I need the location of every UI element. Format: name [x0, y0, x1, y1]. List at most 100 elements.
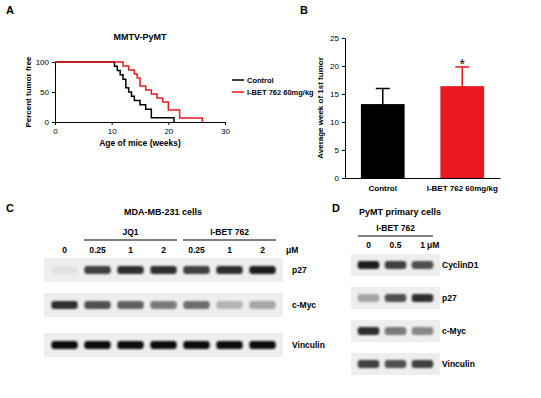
x-tick-label: I-BET 762 60mg/kg: [427, 184, 498, 193]
blot-strip: [351, 320, 440, 342]
band: [117, 341, 143, 349]
blot-strip: [44, 333, 283, 357]
y-tick-label: 10: [330, 118, 339, 127]
x-tick: I-BET 762 60mg/kg: [427, 178, 498, 193]
blot-title: PyMT primary cells: [359, 207, 441, 217]
x-tick-label: 10: [108, 127, 117, 136]
band: [249, 301, 275, 309]
band-label: Vinculin: [292, 340, 325, 350]
error-cap: [376, 88, 390, 90]
y-tick-label: 5: [335, 146, 340, 155]
band: [51, 266, 77, 274]
y-tick-label: 15: [330, 90, 339, 99]
y-tick: 20: [330, 62, 345, 71]
y-tick-mark: [342, 122, 345, 123]
band-label: c-Myc: [292, 300, 316, 310]
panel-b: 0510152025ControlI-BET 762 60mg/kgAverag…: [316, 34, 501, 193]
x-tick: 30: [221, 122, 230, 136]
x-tick: 20: [164, 122, 173, 136]
x-tick-label: Control: [369, 184, 397, 193]
band: [412, 261, 434, 269]
y-tick-mark: [342, 94, 345, 95]
x-tick-mark: [168, 122, 169, 125]
x-tick: 0: [53, 122, 58, 136]
x-axis: Control I-BET 762 60mg/kg: [346, 178, 501, 193]
error-stem: [382, 88, 384, 119]
x-tick-label: 20: [164, 127, 173, 136]
band: [150, 341, 176, 349]
band: [412, 360, 434, 368]
y-axis-title: Percent tumor free: [24, 56, 33, 128]
lane-label: 0: [62, 245, 67, 255]
group-label: I-BET 762: [210, 227, 249, 237]
series-line: [55, 62, 174, 122]
error-bar: [376, 88, 390, 119]
group-line: [183, 240, 276, 241]
blot-panel: PyMT primary cellsI-BET 76200.51μMCyclin…: [351, 207, 479, 375]
lane-label: 0.25: [89, 245, 106, 255]
group-label: I-BET 762: [376, 223, 415, 233]
blot-strip: [351, 254, 440, 276]
plot-area: [361, 67, 484, 178]
lane-label: 1: [227, 245, 232, 255]
x-tick: Control: [369, 178, 397, 193]
x-tick: 10: [108, 122, 117, 136]
y-tick-mark: [52, 92, 55, 93]
band: [216, 301, 242, 309]
blot-strip: [351, 353, 440, 375]
x-tick-mark: [112, 122, 113, 125]
band: [51, 301, 77, 309]
y-tick-label: 100: [36, 58, 50, 67]
x-tick-mark: [225, 122, 226, 125]
blot-title: MDA-MB-231 cells: [124, 207, 202, 217]
band: [117, 301, 143, 309]
lane-label: 2: [260, 245, 265, 255]
band: [216, 266, 242, 274]
series-line: [55, 62, 202, 122]
band: [249, 266, 275, 274]
x-axis-line: [346, 178, 501, 179]
band: [358, 261, 380, 269]
error-cap: [455, 104, 469, 106]
band: [84, 301, 110, 309]
band: [84, 266, 110, 274]
band: [117, 266, 143, 274]
band: [51, 341, 77, 349]
y-tick-mark: [342, 38, 345, 39]
y-tick: 15: [330, 90, 345, 99]
blot-strip: [44, 293, 283, 317]
band: [412, 327, 434, 335]
legend-label: I-BET 762 60mg/kg: [247, 88, 314, 97]
y-tick-label: 25: [330, 34, 339, 43]
band-label: Vinculin: [442, 359, 475, 369]
unit-label: μM: [286, 245, 298, 255]
y-tick-mark: [342, 150, 345, 151]
band: [385, 294, 407, 302]
y-axis: 050100: [36, 58, 56, 127]
band: [183, 266, 209, 274]
chart-title: MMTV-PyMT: [114, 32, 168, 42]
blot-strip: [351, 287, 440, 309]
band: [412, 294, 434, 302]
x-axis: 0 10 20 30: [53, 122, 230, 136]
lane-label: 0.25: [188, 245, 205, 255]
band-label: p27: [292, 265, 307, 275]
band: [358, 360, 380, 368]
band: [84, 341, 110, 349]
error-cap: [376, 119, 390, 121]
panel-label: D: [332, 202, 340, 214]
y-tick-label: 0: [335, 174, 340, 183]
group-label: JQ1: [122, 227, 138, 237]
band: [358, 327, 380, 335]
figure: ABCDMMTV-PyMT0102030050100Age of mice (w…: [0, 0, 541, 398]
group-line: [358, 236, 433, 237]
panel-label: C: [6, 202, 14, 214]
y-tick: 0: [335, 174, 345, 183]
band: [150, 301, 176, 309]
y-tick: 0: [45, 118, 55, 127]
y-tick: 100: [36, 58, 55, 67]
lane-label: 0: [366, 240, 371, 250]
blot-strip: [44, 258, 283, 282]
y-tick-mark: [52, 62, 55, 63]
band: [358, 294, 380, 302]
